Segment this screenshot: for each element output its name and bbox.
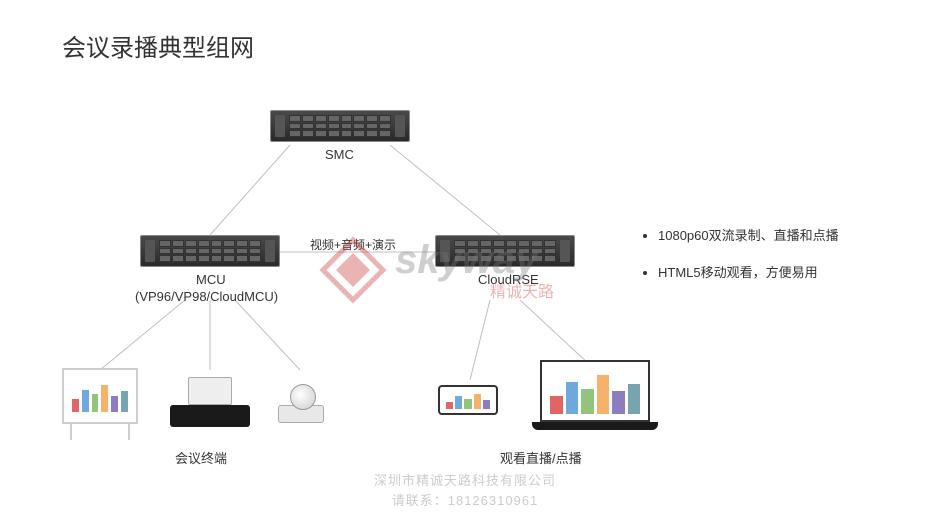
mcu-sublabel: (VP96/VP98/CloudMCU): [135, 289, 278, 304]
mcu-node: [140, 235, 280, 267]
smc-node: [270, 110, 410, 142]
feature-bullets: 1080p60双流录制、直播和点播 HTML5移动观看，方便易用: [640, 225, 910, 299]
footer-watermark: 深圳市精诚天路科技有限公司 请联系：18126310961: [0, 471, 930, 510]
cloudrse-node: [435, 235, 575, 267]
bullet-item: HTML5移动观看，方便易用: [658, 262, 910, 281]
footer-line2: 请联系：18126310961: [0, 491, 930, 511]
camera-terminal: [278, 405, 324, 423]
laptop-viewer: [540, 360, 650, 432]
bullet-item: 1080p60双流录制、直播和点播: [658, 225, 910, 244]
smc-label: SMC: [325, 147, 354, 162]
terminals-label: 会议终端: [175, 448, 227, 467]
mcu-cloudrse-edge-label: 视频+音频+演示: [310, 236, 396, 253]
whiteboard-terminal: [62, 368, 138, 424]
mcu-label: MCU: [196, 272, 226, 287]
phone-viewer: [438, 385, 498, 415]
cloudrse-label: CloudRSE: [478, 272, 539, 287]
viewers-label: 观看直播/点播: [500, 448, 582, 467]
codec-terminal: [170, 405, 250, 427]
footer-line1: 深圳市精诚天路科技有限公司: [0, 471, 930, 491]
